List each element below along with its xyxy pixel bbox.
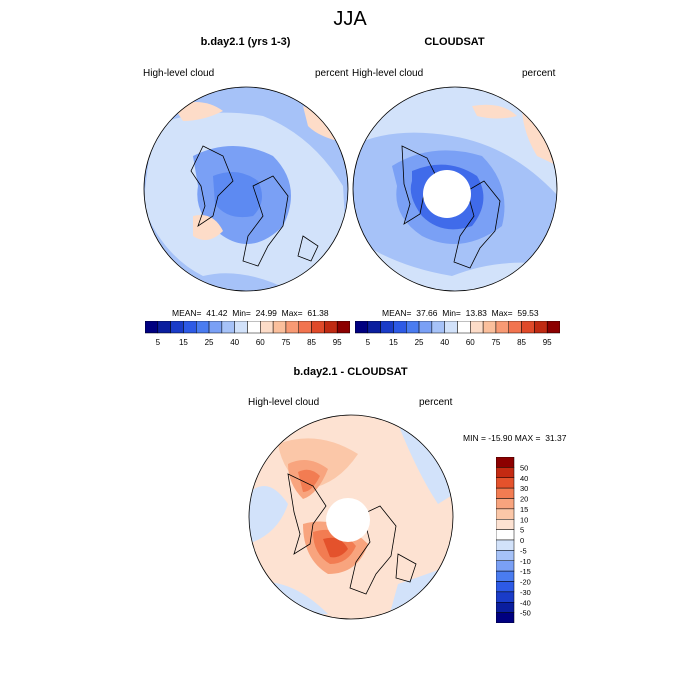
colorbar-model-tick-label: 5 bbox=[156, 338, 161, 347]
colorbar-cloudsat-swatch bbox=[482, 321, 497, 334]
colorbar-cloudsat-swatch bbox=[367, 321, 381, 334]
colorbar-cloudsat-swatch bbox=[495, 321, 509, 334]
colorbar-difference-tick-label: 15 bbox=[520, 505, 528, 514]
colorbar-difference-tick-label: -10 bbox=[520, 557, 531, 566]
panel2-units-label: percent bbox=[522, 68, 556, 79]
colorbar-model-swatch bbox=[170, 321, 184, 334]
colorbar-cloudsat-tick-label: 75 bbox=[491, 338, 500, 347]
colorbar-model: 5 15 25 40 60 75 85 95 bbox=[145, 321, 350, 347]
colorbar-difference-tick-label: -40 bbox=[520, 598, 531, 607]
colorbar-difference-swatch bbox=[496, 560, 515, 572]
colorbar-cloudsat-swatch bbox=[457, 321, 471, 334]
polar-map-model bbox=[143, 86, 349, 292]
panel3-variable-label: High-level cloud bbox=[248, 397, 320, 408]
colorbar-difference-tick-label: -50 bbox=[520, 609, 531, 618]
panel2-variable-label: High-level cloud bbox=[352, 68, 424, 79]
panel2-stats: MEAN= 37.66 Min= 13.83 Max= 59.53 bbox=[382, 308, 539, 318]
colorbar-difference-tick-label: 5 bbox=[520, 526, 524, 535]
colorbar-cloudsat-tick-label: 40 bbox=[440, 338, 449, 347]
colorbar-model-swatch bbox=[285, 321, 299, 334]
colorbar-model-swatch bbox=[247, 321, 261, 334]
colorbar-difference-swatch bbox=[496, 602, 515, 613]
colorbar-difference-tick-label: -20 bbox=[520, 578, 531, 587]
colorbar-cloudsat-swatch bbox=[431, 321, 445, 334]
colorbar-model-swatch bbox=[183, 321, 197, 334]
panel2-title: CLOUDSAT bbox=[424, 36, 485, 48]
colorbar-difference-tick-label: 10 bbox=[520, 515, 528, 524]
colorbar-difference-tick-label: -5 bbox=[520, 546, 527, 555]
panel1-title: b.day2.1 (yrs 1-3) bbox=[200, 36, 291, 48]
colorbar-difference-swatch bbox=[496, 498, 515, 510]
colorbar-difference-tick-label: 50 bbox=[520, 463, 528, 472]
colorbar-cloudsat-swatch bbox=[546, 321, 560, 334]
colorbar-cloudsat-swatch bbox=[521, 321, 535, 334]
colorbar-cloudsat-swatch bbox=[534, 321, 548, 334]
colorbar-model-swatch bbox=[145, 321, 159, 334]
colorbar-model-tick-label: 85 bbox=[307, 338, 316, 347]
colorbar-difference-tick-label: 40 bbox=[520, 474, 528, 483]
colorbar-model-swatch bbox=[157, 321, 171, 334]
colorbar-cloudsat-swatch bbox=[355, 321, 369, 334]
colorbar-difference-swatch bbox=[496, 581, 515, 593]
colorbar-difference-swatch bbox=[496, 508, 515, 520]
panel1-variable-label: High-level cloud bbox=[143, 68, 215, 79]
colorbar-cloudsat-swatch bbox=[418, 321, 433, 334]
colorbar-difference-tick-label: 30 bbox=[520, 484, 528, 493]
colorbar-cloudsat-swatch bbox=[380, 321, 394, 334]
colorbar-model-swatch bbox=[336, 321, 350, 334]
colorbar-model-swatch bbox=[260, 321, 274, 334]
colorbar-difference-swatch bbox=[496, 612, 515, 623]
colorbar-cloudsat-swatch bbox=[406, 321, 420, 334]
colorbar-difference-swatch bbox=[496, 457, 515, 468]
colorbar-cloudsat-swatch bbox=[393, 321, 407, 334]
colorbar-difference-swatch bbox=[496, 550, 515, 561]
colorbar-model-swatch bbox=[208, 321, 223, 334]
colorbar-model-swatch bbox=[234, 321, 248, 334]
colorbar-cloudsat-swatch bbox=[508, 321, 522, 334]
colorbar-difference-swatch bbox=[496, 539, 515, 551]
colorbar-cloudsat-tick-label: 95 bbox=[543, 338, 552, 347]
panel3-title: b.day2.1 - CLOUDSAT bbox=[293, 366, 408, 378]
colorbar-difference-swatch bbox=[496, 591, 515, 603]
colorbar-model-swatch bbox=[221, 321, 235, 334]
colorbar-difference-tick-label: 20 bbox=[520, 495, 528, 504]
colorbar-cloudsat-tick-label: 60 bbox=[466, 338, 475, 347]
colorbar-model-swatch bbox=[311, 321, 325, 334]
polar-map-cloudsat bbox=[352, 86, 558, 292]
panel1-stats: MEAN= 41.42 Min= 24.99 Max= 61.38 bbox=[172, 308, 329, 318]
colorbar-difference-swatch bbox=[496, 477, 515, 489]
colorbar-difference-swatch bbox=[496, 570, 515, 582]
colorbar-model-tick-label: 75 bbox=[281, 338, 290, 347]
colorbar-cloudsat-tick-label: 25 bbox=[415, 338, 424, 347]
colorbar-model-tick-label: 25 bbox=[205, 338, 214, 347]
colorbar-model-swatch bbox=[298, 321, 312, 334]
colorbar-model-swatch bbox=[324, 321, 338, 334]
colorbar-cloudsat-tick-label: 85 bbox=[517, 338, 526, 347]
colorbar-difference-swatch bbox=[496, 487, 515, 499]
colorbar-cloudsat-tick-label: 15 bbox=[389, 338, 398, 347]
colorbar-cloudsat-tick-label: 5 bbox=[366, 338, 371, 347]
colorbar-cloudsat-swatch bbox=[444, 321, 458, 334]
colorbar-difference-tick-label: 0 bbox=[520, 536, 524, 545]
colorbar-model-tick-label: 60 bbox=[256, 338, 265, 347]
colorbar-model-swatch bbox=[272, 321, 287, 334]
colorbar-cloudsat-swatch bbox=[470, 321, 484, 334]
colorbar-difference-tick-label: -30 bbox=[520, 588, 531, 597]
colorbar-difference-swatch bbox=[496, 519, 515, 530]
colorbar-difference-swatch bbox=[496, 529, 515, 541]
panel3-units-label: percent bbox=[419, 397, 453, 408]
colorbar-model-tick-label: 40 bbox=[230, 338, 239, 347]
colorbar-model-tick-label: 15 bbox=[179, 338, 188, 347]
colorbar-model-tick-label: 95 bbox=[333, 338, 342, 347]
panel3-stats: MIN = -15.90 MAX = 31.37 bbox=[463, 433, 567, 443]
colorbar-difference-tick-label: -15 bbox=[520, 567, 531, 576]
colorbar-difference-swatch bbox=[496, 467, 515, 478]
polar-map-difference bbox=[248, 414, 454, 620]
panel1-units-label: percent bbox=[315, 68, 349, 79]
colorbar-model-swatch bbox=[196, 321, 210, 334]
colorbar-cloudsat: 5 15 25 40 60 75 85 95 bbox=[355, 321, 560, 347]
main-title: JJA bbox=[333, 8, 367, 30]
